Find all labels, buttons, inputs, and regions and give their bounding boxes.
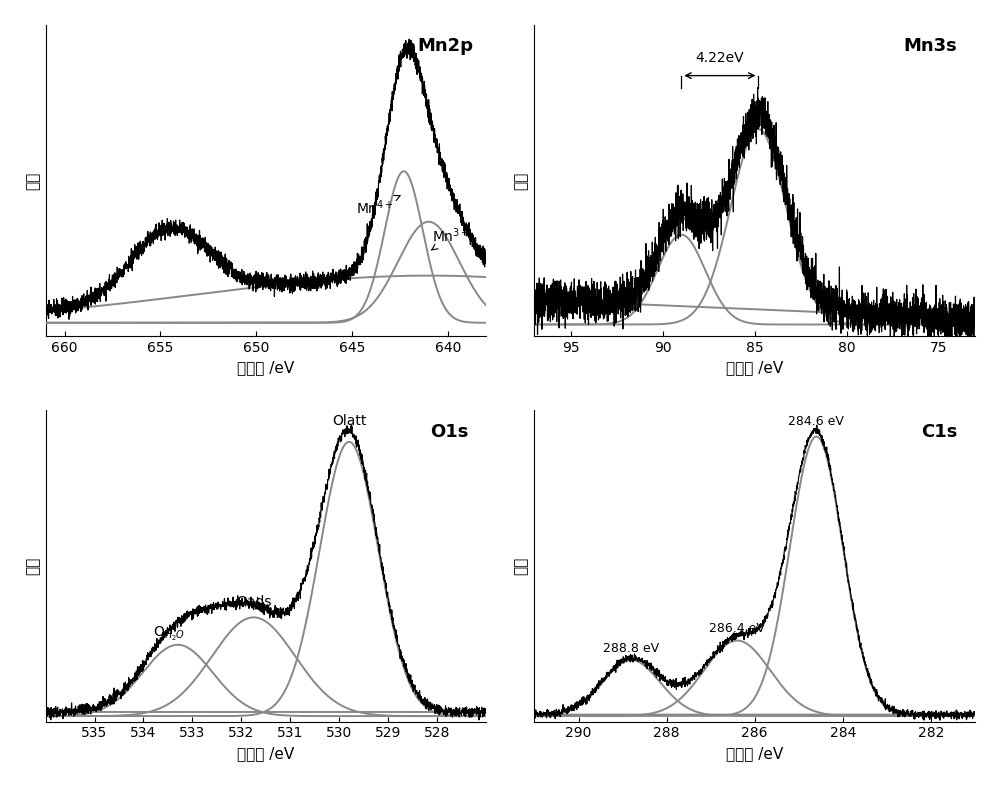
Text: Mn$^{3+}$: Mn$^{3+}$ <box>432 226 470 250</box>
Text: Mn2p: Mn2p <box>417 38 473 56</box>
Y-axis label: 强度: 强度 <box>514 171 529 189</box>
Text: C1s: C1s <box>921 423 957 441</box>
Text: Mn$^{4+}$: Mn$^{4+}$ <box>356 196 400 217</box>
X-axis label: 结合能 /eV: 结合能 /eV <box>726 361 783 376</box>
Y-axis label: 强度: 强度 <box>514 556 529 575</box>
Y-axis label: 强度: 强度 <box>25 171 40 189</box>
Text: 288.8 eV: 288.8 eV <box>603 641 659 655</box>
Text: O$_{H_{2}O}$: O$_{H_{2}O}$ <box>153 625 185 643</box>
Text: Mn3s: Mn3s <box>904 38 957 56</box>
X-axis label: 结合能 /eV: 结合能 /eV <box>237 746 294 761</box>
Y-axis label: 强度: 强度 <box>25 556 40 575</box>
Text: Olatt: Olatt <box>332 414 366 428</box>
Text: O1s: O1s <box>430 423 468 441</box>
Text: 4.22eV: 4.22eV <box>696 51 744 65</box>
X-axis label: 结合能 /eV: 结合能 /eV <box>237 361 294 376</box>
Text: 286.4 eV: 286.4 eV <box>709 623 765 635</box>
X-axis label: 结合能 /eV: 结合能 /eV <box>726 746 783 761</box>
Text: Oads: Oads <box>236 595 271 609</box>
Text: 284.6 eV: 284.6 eV <box>788 415 844 428</box>
